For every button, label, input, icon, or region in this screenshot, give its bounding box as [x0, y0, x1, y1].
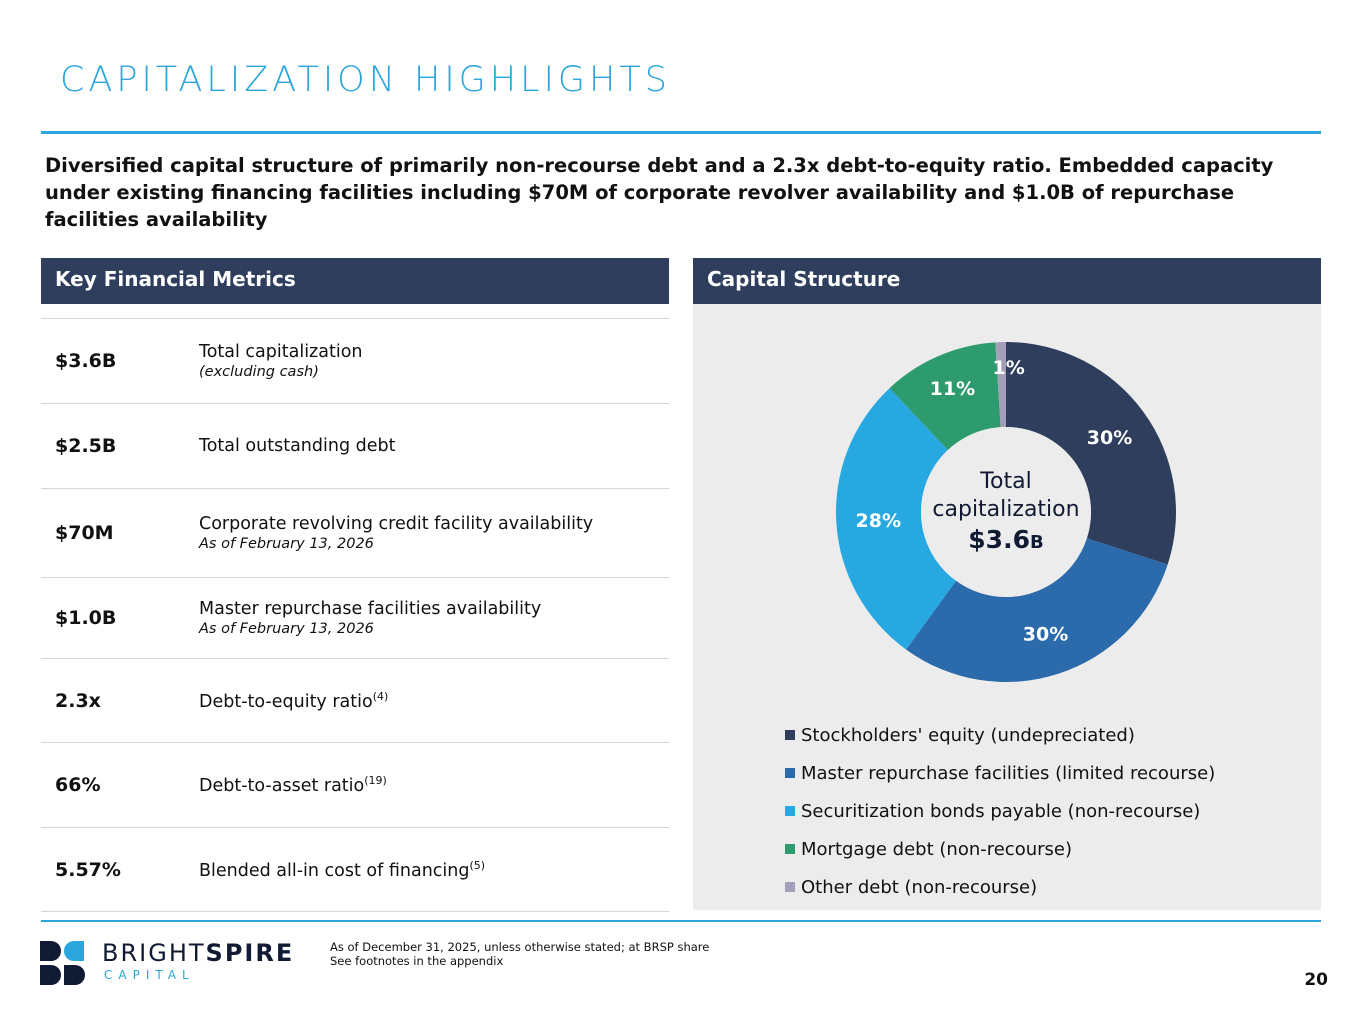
metric-description: Master repurchase facilities availabilit… — [199, 599, 541, 637]
center-label: capitalization — [932, 497, 1079, 522]
metric-row: 66% Debt-to-asset ratio(19) — [41, 742, 669, 827]
donut-slice — [836, 388, 957, 650]
logo-text: BRIGHT — [102, 939, 206, 967]
footnote-line: As of December 31, 2025, unless otherwis… — [330, 940, 710, 954]
footnote-ref: (19) — [364, 774, 387, 788]
legend-item: Other debt (non-recourse) — [785, 868, 1215, 906]
logo: BRIGHTSPIRE CAPITAL — [40, 939, 300, 985]
metric-description: Total outstanding debt — [199, 436, 395, 456]
legend-label: Other debt (non-recourse) — [801, 876, 1038, 898]
metric-note: As of February 13, 2026 — [199, 536, 374, 552]
slice-label: 11% — [930, 378, 975, 400]
lead-text: Diversified capital structure of primari… — [45, 154, 1274, 231]
logo-mark-icon — [40, 941, 85, 985]
divider — [41, 920, 1321, 922]
center-unit: B — [1030, 532, 1044, 553]
donut-slice — [889, 342, 1001, 451]
center-value: $3.6 — [968, 525, 1030, 554]
legend-label: Mortgage debt (non-recourse) — [801, 838, 1073, 860]
metric-row: $70M Corporate revolving credit facility … — [41, 488, 669, 577]
metric-value: $1.0B — [55, 607, 117, 629]
legend-label: Master repurchase facilities (limited re… — [801, 762, 1216, 784]
metric-description: Corporate revolving credit facility avai… — [199, 514, 593, 552]
donut-chart: 30% 30% 28% 11% 1% Total capitalization $3.6B — [836, 342, 1176, 682]
metric-description: Debt-to-equity ratio(4) — [199, 690, 388, 712]
metric-value: 66% — [55, 774, 101, 796]
metric-value: 2.3x — [55, 689, 101, 712]
divider — [41, 911, 669, 912]
page-number: 20 — [1304, 970, 1328, 990]
metric-label: Debt-to-asset ratio — [199, 775, 365, 796]
metric-label: Total outstanding debt — [199, 436, 396, 456]
metric-row: $2.5B Total outstanding debt — [41, 403, 669, 488]
legend-label: Securitization bonds payable (non-recour… — [801, 800, 1201, 822]
divider — [41, 131, 1321, 134]
donut-slice — [995, 342, 1006, 428]
metric-row: 2.3x Debt-to-equity ratio(4) — [41, 658, 669, 742]
page-title: CAPITALIZATION HIGHLIGHTS — [60, 60, 671, 100]
metric-value: 5.57% — [55, 859, 121, 881]
logo-subtext: CAPITAL — [104, 968, 195, 982]
footnote: As of December 31, 2025, unless otherwis… — [330, 940, 709, 968]
center-label: $3.6B — [968, 525, 1043, 554]
logo-text: SPIRE — [205, 939, 295, 967]
slice-label: 1% — [993, 357, 1025, 379]
slice-label: 30% — [1087, 427, 1132, 449]
footnote-line: See footnotes in the appendix — [330, 954, 504, 968]
legend-label: Stockholders' equity (undepreciated) — [801, 724, 1135, 746]
legend-swatch — [785, 768, 795, 778]
metric-note: As of February 13, 2026 — [199, 621, 374, 637]
legend: Stockholders' equity (undepreciated) Mast… — [785, 716, 1215, 906]
legend-item: Mortgage debt (non-recourse) — [785, 830, 1215, 868]
slice-label: 28% — [856, 510, 901, 532]
donut-hole — [921, 427, 1091, 597]
metric-row: 5.57% Blended all-in cost of financing(5) — [41, 827, 669, 912]
legend-swatch — [785, 882, 795, 892]
slice-label: 30% — [1023, 624, 1068, 646]
metric-label: Corporate revolving credit facility avai… — [199, 514, 594, 534]
footnote-ref: (5) — [469, 859, 486, 873]
metric-description: Total capitalization (excluding cash) — [199, 342, 363, 380]
metric-description: Debt-to-asset ratio(19) — [199, 774, 387, 796]
legend-swatch — [785, 806, 795, 816]
metric-value: $3.6B — [55, 350, 117, 372]
metric-label: Master repurchase facilities availabilit… — [199, 599, 542, 619]
legend-item: Securitization bonds payable (non-recour… — [785, 792, 1215, 830]
metric-description: Blended all-in cost of financing(5) — [199, 859, 485, 881]
legend-item: Master repurchase facilities (limited re… — [785, 754, 1215, 792]
metric-value: $70M — [55, 522, 114, 544]
metric-label: Blended all-in cost of financing — [199, 860, 470, 881]
metric-row: $3.6B Total capitalization (excluding cash… — [41, 318, 669, 403]
metric-note: (excluding cash) — [199, 364, 319, 380]
donut-slice — [906, 538, 1168, 682]
metrics-header: Key Financial Metrics — [41, 258, 669, 304]
metric-row: $1.0B Master repurchase facilities availa… — [41, 577, 669, 658]
capital-header: Capital Structure — [693, 258, 1321, 304]
donut-slice — [1006, 342, 1176, 565]
metric-label: Debt-to-equity ratio — [199, 691, 373, 712]
center-label: Total — [979, 469, 1031, 494]
legend-item: Stockholders' equity (undepreciated) — [785, 716, 1215, 754]
metric-label: Total capitalization — [199, 342, 363, 362]
legend-swatch — [785, 730, 795, 740]
legend-swatch — [785, 844, 795, 854]
metric-value: $2.5B — [55, 435, 117, 457]
footnote-ref: (4) — [372, 689, 389, 703]
